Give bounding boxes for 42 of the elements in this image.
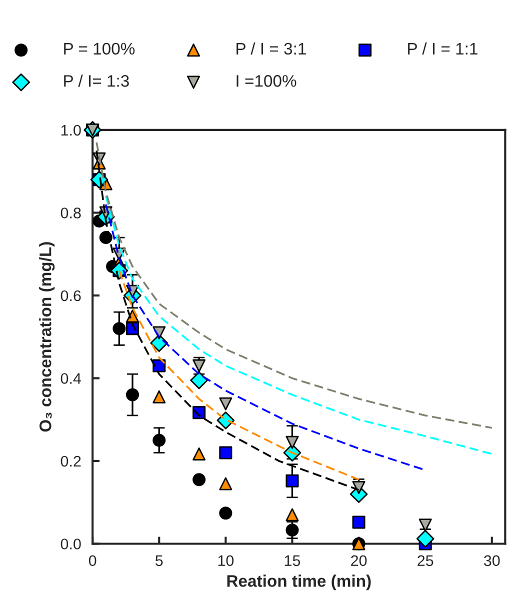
x-tick-label: 20: [351, 555, 367, 566]
x-tick-label: 30: [484, 555, 500, 566]
point: [219, 446, 232, 460]
point: [219, 477, 232, 490]
point: [352, 480, 366, 494]
point: [152, 434, 166, 447]
point: [219, 506, 232, 520]
legend-label: P = 100%: [64, 42, 135, 55]
point: [192, 359, 206, 372]
point: [352, 516, 366, 529]
point: [286, 436, 299, 449]
x-tick-label: 10: [218, 555, 234, 566]
point: [152, 390, 166, 404]
point: [416, 530, 434, 548]
point: [126, 388, 140, 402]
point: [190, 371, 208, 390]
point: [192, 447, 206, 460]
y-tick-label: 1.0: [61, 124, 81, 136]
y-axis-title: O₃ concentration (mg/L): [39, 242, 55, 432]
legend-label: P / I = 3:1: [236, 42, 306, 55]
x-axis-title: Reation time (min): [227, 574, 371, 590]
point: [286, 474, 299, 488]
point: [286, 508, 299, 522]
x-tick-label: 15: [284, 555, 300, 566]
legend-label: P / I = 1:1: [408, 42, 478, 55]
x-tick-label: 0: [88, 555, 96, 566]
legend-label: P / I= 1:3: [64, 74, 129, 87]
point: [99, 231, 112, 244]
point: [286, 524, 299, 537]
legend-label: I =100%: [236, 75, 296, 87]
y-tick-label: 0.8: [60, 208, 81, 218]
point: [192, 473, 206, 486]
y-tick-label: 0.4: [60, 373, 82, 384]
x-tick-label: 5: [155, 555, 163, 566]
x-tick-label: 25: [418, 555, 434, 566]
y-tick-label: 0.6: [60, 290, 81, 302]
point: [216, 412, 235, 430]
y-tick-label: 0.0: [60, 538, 81, 550]
y-tick-label: 0.2: [60, 456, 81, 467]
line-series: [96, 141, 493, 429]
point: [112, 322, 126, 336]
point: [219, 397, 232, 410]
